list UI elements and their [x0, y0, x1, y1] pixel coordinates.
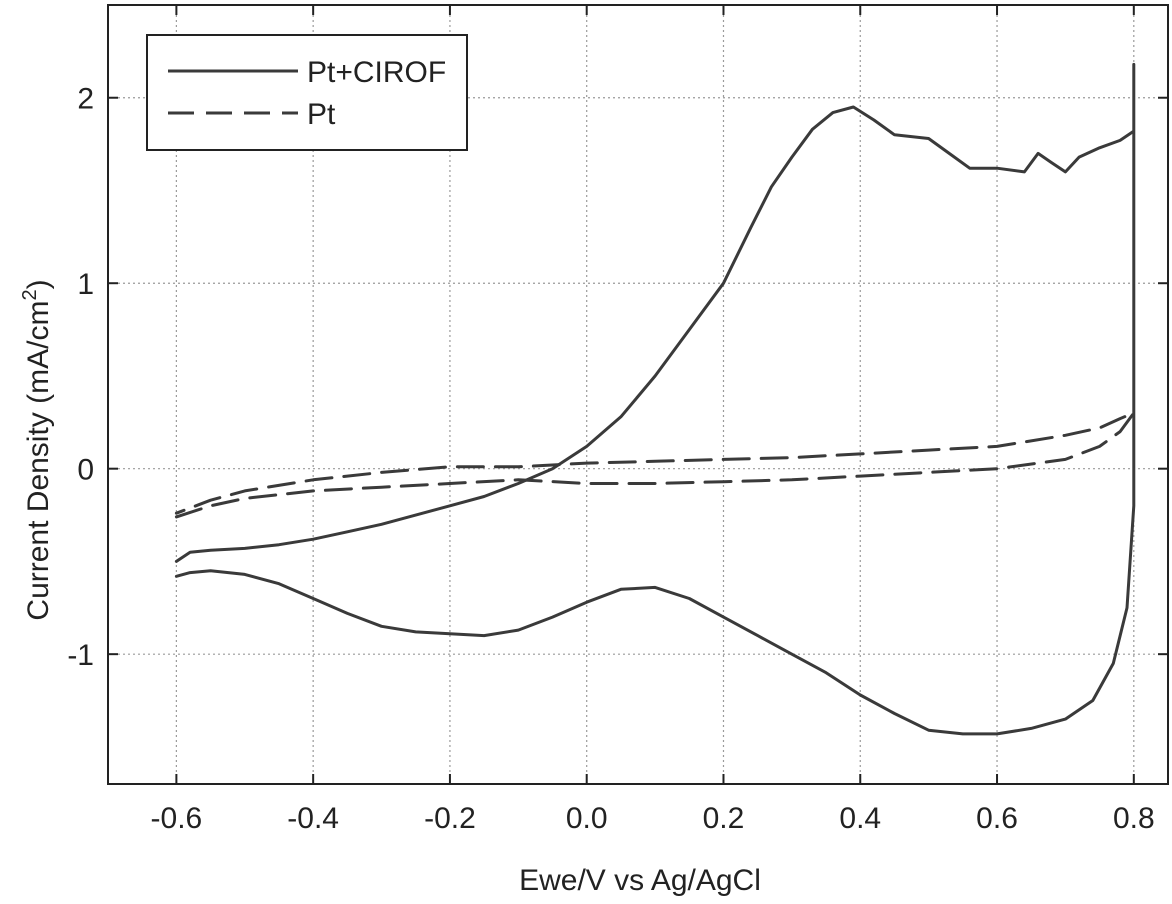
x-tick-label: 0.0 [566, 802, 608, 835]
series-layer [174, 62, 1136, 736]
legend-box [146, 34, 468, 151]
y-tick-label: 0 [77, 454, 94, 487]
y-axis-label-main: Current Density (mA/cm [22, 301, 55, 621]
series-line-2 [174, 411, 1136, 519]
legend-label-series-2: Pt [307, 98, 336, 131]
y-axis-label-close: ) [22, 279, 55, 289]
x-tick-label: 0.4 [839, 802, 881, 835]
y-tick-label: 1 [77, 268, 94, 301]
x-tick-label: -0.6 [151, 802, 203, 835]
x-axis-label: Ewe/V vs Ag/AgCl [519, 864, 761, 897]
plot-frame [107, 4, 1169, 785]
series-line-1 [174, 62, 1136, 736]
x-tick-label: 0.8 [1113, 802, 1155, 835]
x-tick-label: 0.6 [976, 802, 1018, 835]
legend: Pt+CIROF Pt [146, 34, 468, 151]
x-tick-label: 0.2 [703, 802, 745, 835]
legend-label-series-1: Pt+CIROF [307, 56, 446, 89]
y-tick-label: 2 [77, 83, 94, 116]
tick-layer: -0.6 -0.4 -0.2 0.0 0.2 0.4 0.6 0.8 -1 0 1 2 [67, 5, 1168, 835]
y-axis-label-sup: 2 [19, 289, 41, 300]
y-tick-label: -1 [67, 639, 94, 672]
x-tick-label: -0.4 [287, 802, 339, 835]
y-axis-label: Current Density (mA/cm2) [19, 279, 55, 620]
x-tick-label: -0.2 [424, 802, 476, 835]
